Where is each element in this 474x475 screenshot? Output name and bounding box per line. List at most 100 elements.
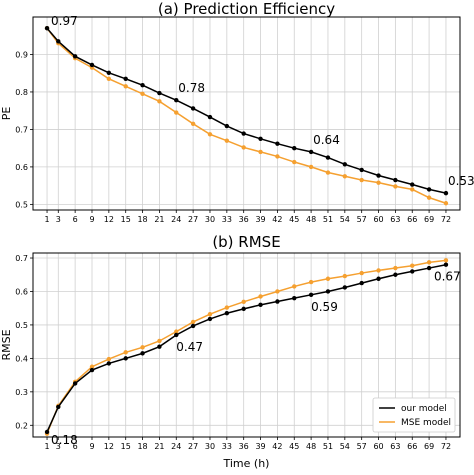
legend-label: our model: [401, 404, 447, 414]
x-tick-label: 54: [340, 215, 350, 224]
data-point-our-model: [106, 70, 112, 76]
x-tick-label: 3: [56, 442, 61, 451]
x-tick-label: 51: [323, 442, 333, 451]
data-label: 0.64: [313, 133, 340, 147]
data-point-our-model: [44, 26, 50, 31]
x-tick-label: 51: [323, 215, 333, 224]
data-point-our-model: [292, 295, 297, 301]
x-tick-label: 63: [390, 215, 400, 224]
data-point-our-model: [393, 272, 398, 277]
x-tick-label: 6: [73, 442, 78, 451]
x-tick-label: 21: [154, 442, 164, 451]
data-point-our-model: [174, 97, 179, 103]
data-point-our-model: [275, 141, 280, 146]
data-point-mse-model: [325, 170, 331, 175]
data-point-our-model: [140, 351, 145, 356]
y-tick-label: 0.9: [15, 50, 28, 59]
data-point-our-model: [275, 299, 280, 304]
data-point-mse-model: [174, 110, 179, 115]
data-label: 0.53: [448, 174, 474, 188]
x-tick-label: 66: [407, 215, 417, 224]
data-point-our-model: [359, 167, 364, 173]
x-tick-label: 21: [154, 215, 164, 224]
data-point-mse-model: [410, 187, 415, 192]
data-point-our-model: [157, 344, 162, 349]
y-tick-label: 0.3: [15, 388, 28, 397]
data-label: 0.67: [434, 270, 461, 284]
x-tick-label: 12: [104, 442, 114, 451]
data-point-mse-model: [393, 265, 398, 271]
data-point-our-model: [443, 262, 449, 267]
legend-label: MSE model: [401, 418, 451, 428]
x-tick-label: 18: [137, 442, 147, 451]
axes-frame: [32, 16, 461, 211]
x-tick-label: 36: [239, 442, 249, 451]
data-label: 0.78: [178, 81, 205, 95]
x-tick-label: 69: [424, 442, 434, 451]
data-point-our-model: [443, 190, 449, 196]
x-tick-label: 18: [137, 215, 147, 224]
data-point-our-model: [207, 114, 213, 120]
x-tick-label: 1: [44, 215, 49, 224]
data-label: 0.97: [51, 14, 78, 28]
data-point-our-model: [376, 173, 381, 178]
data-point-our-model: [89, 62, 95, 68]
data-point-our-model: [56, 404, 61, 410]
data-point-our-model: [190, 323, 196, 329]
data-point-mse-model: [106, 76, 112, 82]
x-tick-label: 24: [171, 442, 181, 451]
data-point-mse-model: [241, 299, 246, 305]
data-point-mse-model: [376, 180, 381, 185]
x-tick-label: 24: [171, 215, 181, 224]
x-tick-label: 42: [272, 442, 282, 451]
data-point-mse-model: [224, 305, 230, 310]
data-point-mse-model: [190, 121, 196, 127]
data-point-mse-model: [123, 350, 128, 355]
x-tick-label: 15: [121, 442, 131, 451]
x-tick-label: 3: [56, 215, 61, 224]
data-point-mse-model: [258, 294, 263, 299]
x-tick-label: 66: [407, 442, 417, 451]
x-tick-label: 33: [222, 442, 232, 451]
data-point-our-model: [207, 316, 213, 322]
data-point-our-model: [224, 123, 230, 129]
data-point-our-model: [426, 265, 432, 271]
data-point-mse-model: [292, 159, 297, 165]
y-tick-label: 0.7: [15, 125, 28, 134]
data-point-mse-model: [207, 132, 213, 137]
axes-frame: [32, 252, 461, 438]
data-point-our-model: [376, 276, 381, 281]
x-tick-label: 72: [441, 215, 451, 224]
y-tick-label: 0.2: [15, 421, 28, 430]
y-tick-label: 0.4: [15, 354, 28, 363]
data-point-mse-model: [275, 289, 280, 294]
x-tick-label: 30: [205, 442, 215, 451]
data-point-mse-model: [393, 184, 398, 189]
x-axis-label: Time (h): [223, 457, 270, 470]
data-point-mse-model: [140, 91, 145, 97]
x-tick-label: 45: [289, 442, 299, 451]
data-point-mse-model: [443, 201, 449, 206]
data-point-mse-model: [410, 263, 415, 268]
data-point-mse-model: [359, 177, 364, 183]
x-tick-label: 9: [89, 215, 94, 224]
data-point-mse-model: [342, 273, 348, 279]
data-point-our-model: [241, 131, 246, 136]
x-tick-label: 63: [390, 442, 400, 451]
data-point-mse-model: [258, 149, 263, 155]
data-point-mse-model: [157, 99, 162, 104]
data-point-mse-model: [342, 174, 348, 179]
x-tick-label: 39: [255, 215, 265, 224]
y-axis-label: PE: [0, 107, 13, 121]
x-tick-label: 48: [306, 215, 316, 224]
x-tick-label: 30: [205, 215, 215, 224]
data-point-mse-model: [106, 356, 112, 362]
data-point-mse-model: [89, 364, 95, 369]
data-point-our-model: [72, 54, 78, 59]
data-point-mse-model: [426, 260, 432, 265]
legend: our model MSE model: [372, 397, 456, 433]
x-tick-label: 9: [89, 442, 94, 451]
data-point-our-model: [325, 155, 331, 160]
data-point-our-model: [72, 381, 78, 386]
